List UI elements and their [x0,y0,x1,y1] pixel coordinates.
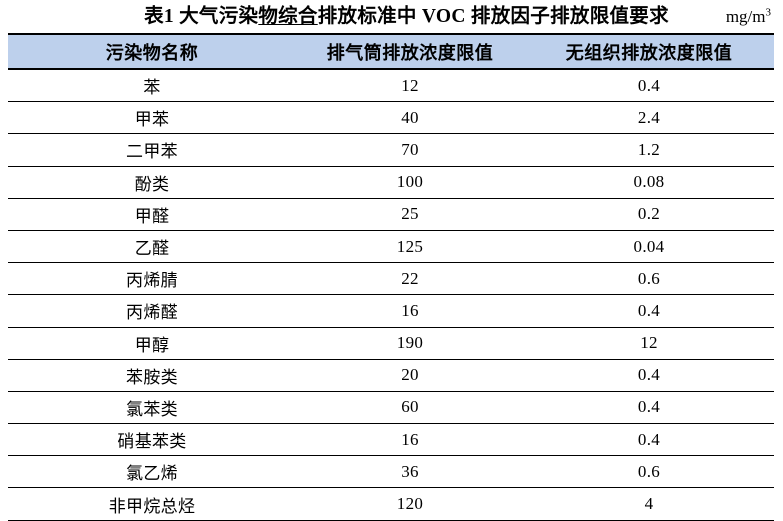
caption-underlined-part: 物综合 [258,6,318,27]
table-row: 硝基苯类 16 0.4 [8,423,774,457]
table-wrapper: 污染物名称 排气筒排放浓度限值 无组织排放浓度限值 苯 12 0.4 甲苯 40 2.4 二… [8,33,774,521]
cell-stack-limit: 120 [296,487,524,521]
cell-fugitive-limit: 12 [524,327,774,360]
cell-stack-limit: 60 [296,391,524,425]
cell-stack-limit: 100 [296,166,524,199]
cell-stack-limit: 22 [296,262,524,296]
cell-fugitive-limit: 0.4 [524,391,774,425]
cell-stack-limit: 70 [296,133,524,167]
table-row: 乙醛 125 0.04 [8,230,774,264]
cell-pollutant-name: 苯 [8,69,296,103]
cell-stack-limit: 16 [296,423,524,457]
caption-suffix: 排放标准中 VOC 排放因子排放限值要求 [317,6,669,27]
table-caption-row: 表1 大气污染物综合排放标准中 VOC 排放因子排放限值要求 mg/m3 [0,0,783,33]
voc-emission-limits-table: 污染物名称 排气筒排放浓度限值 无组织排放浓度限值 苯 12 0.4 甲苯 40 2.4 二… [8,33,774,521]
table-header-row: 污染物名称 排气筒排放浓度限值 无组织排放浓度限值 [8,33,774,70]
table-row: 甲苯 40 2.4 [8,101,774,135]
table-row: 二甲苯 70 1.2 [8,133,774,167]
column-header-fugitive-concentration: 无组织排放浓度限值 [524,33,774,70]
cell-fugitive-limit: 0.6 [524,262,774,296]
caption-prefix: 表1 大气污染 [144,6,259,27]
cell-stack-limit: 36 [296,455,524,489]
cell-pollutant-name: 二甲苯 [8,133,296,167]
table-row: 非甲烷总烃 120 4 [8,487,774,521]
cell-pollutant-name: 甲醛 [8,198,296,231]
table-row: 甲醇 190 12 [8,327,774,360]
cell-pollutant-name: 氯苯类 [8,391,296,425]
cell-pollutant-name: 甲苯 [8,101,296,135]
cell-fugitive-limit: 1.2 [524,133,774,167]
cell-pollutant-name: 丙烯醛 [8,294,296,328]
cell-fugitive-limit: 4 [524,487,774,521]
cell-stack-limit: 125 [296,230,524,264]
table-row: 氯苯类 60 0.4 [8,391,774,425]
cell-pollutant-name: 酚类 [8,166,296,199]
cell-fugitive-limit: 0.4 [524,294,774,328]
table-row: 苯 12 0.4 [8,69,774,103]
table-header: 污染物名称 排气筒排放浓度限值 无组织排放浓度限值 [8,33,774,70]
table-row: 苯胺类 20 0.4 [8,359,774,392]
table-body: 苯 12 0.4 甲苯 40 2.4 二甲苯 70 1.2 酚类 100 0.08 甲醛 25 0.2 乙醛 1… [8,69,774,521]
cell-fugitive-limit: 2.4 [524,101,774,135]
table-row: 丙烯腈 22 0.6 [8,262,774,296]
cell-stack-limit: 12 [296,69,524,103]
cell-fugitive-limit: 0.2 [524,198,774,231]
cell-stack-limit: 40 [296,101,524,135]
cell-pollutant-name: 氯乙烯 [8,455,296,489]
cell-stack-limit: 190 [296,327,524,360]
cell-fugitive-limit: 0.08 [524,166,774,199]
cell-pollutant-name: 甲醇 [8,327,296,360]
cell-pollutant-name: 硝基苯类 [8,423,296,457]
table-row: 酚类 100 0.08 [8,166,774,199]
column-header-stack-concentration: 排气筒排放浓度限值 [296,33,524,70]
column-header-pollutant-name: 污染物名称 [8,33,296,70]
table-row: 丙烯醛 16 0.4 [8,294,774,328]
cell-fugitive-limit: 0.4 [524,423,774,457]
cell-fugitive-limit: 0.4 [524,69,774,103]
table-row: 氯乙烯 36 0.6 [8,455,774,489]
unit-base: mg/m [725,7,766,26]
cell-pollutant-name: 非甲烷总烃 [8,487,296,521]
unit-exponent: 3 [765,6,772,19]
cell-fugitive-limit: 0.4 [524,359,774,392]
cell-fugitive-limit: 0.6 [524,455,774,489]
table-unit-label: mg/m3 [726,0,771,33]
cell-stack-limit: 25 [296,198,524,231]
cell-pollutant-name: 苯胺类 [8,359,296,392]
table-caption-title: 表1 大气污染物综合排放标准中 VOC 排放因子排放限值要求 [0,0,783,33]
cell-stack-limit: 20 [296,359,524,392]
cell-fugitive-limit: 0.04 [524,230,774,264]
cell-pollutant-name: 乙醛 [8,230,296,264]
table-row: 甲醛 25 0.2 [8,198,774,231]
cell-pollutant-name: 丙烯腈 [8,262,296,296]
cell-stack-limit: 16 [296,294,524,328]
